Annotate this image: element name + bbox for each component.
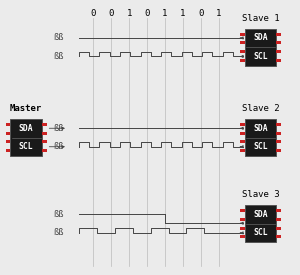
Bar	[240, 33, 245, 36]
Bar	[240, 59, 245, 62]
Bar	[276, 218, 281, 221]
Bar	[276, 141, 281, 144]
Bar	[42, 131, 46, 134]
Text: 1: 1	[126, 9, 132, 18]
Bar	[6, 123, 10, 126]
Text: Slave 3: Slave 3	[242, 190, 280, 199]
Bar	[240, 149, 245, 152]
Text: Slave 1: Slave 1	[242, 14, 280, 23]
Text: Master: Master	[10, 104, 42, 113]
Bar	[240, 131, 245, 134]
Bar	[240, 41, 245, 44]
Bar	[42, 123, 46, 126]
Bar	[6, 141, 10, 144]
Bar	[276, 59, 281, 62]
Text: SCL: SCL	[253, 142, 268, 151]
Bar	[276, 149, 281, 152]
Text: 0: 0	[144, 9, 150, 18]
Text: 1: 1	[216, 9, 221, 18]
Bar	[276, 41, 281, 44]
Bar	[276, 123, 281, 126]
Text: ßß: ßß	[53, 52, 64, 61]
Bar	[240, 123, 245, 126]
Bar	[240, 209, 245, 212]
Bar	[276, 209, 281, 212]
Bar	[276, 50, 281, 53]
Bar	[276, 227, 281, 230]
Text: 0: 0	[109, 9, 114, 18]
Bar	[240, 141, 245, 144]
Bar	[240, 50, 245, 53]
Bar	[240, 235, 245, 238]
Text: SCL: SCL	[19, 142, 33, 151]
Bar	[6, 149, 10, 152]
Text: 0: 0	[198, 9, 203, 18]
Bar	[6, 131, 10, 134]
Bar	[276, 131, 281, 134]
Text: ßß: ßß	[53, 210, 64, 219]
Bar	[276, 33, 281, 36]
Text: SCL: SCL	[253, 229, 268, 237]
Bar	[42, 149, 46, 152]
Text: ßß: ßß	[53, 124, 64, 133]
Text: 0: 0	[91, 9, 96, 18]
Bar	[240, 218, 245, 221]
Text: ßß: ßß	[53, 229, 64, 237]
Bar	[11, 119, 42, 156]
Text: ßß: ßß	[53, 142, 64, 151]
Text: 1: 1	[162, 9, 168, 18]
Bar	[240, 227, 245, 230]
Bar	[245, 29, 276, 66]
Text: ßß: ßß	[53, 34, 64, 42]
Text: SDA: SDA	[253, 210, 268, 219]
Text: SDA: SDA	[253, 34, 268, 42]
Bar	[42, 141, 46, 144]
Bar	[276, 235, 281, 238]
Text: 1: 1	[180, 9, 185, 18]
Text: SDA: SDA	[19, 124, 33, 133]
Text: SDA: SDA	[253, 124, 268, 133]
Bar	[245, 119, 276, 156]
Bar	[245, 205, 276, 242]
Text: SCL: SCL	[253, 52, 268, 61]
Text: Slave 2: Slave 2	[242, 104, 280, 113]
